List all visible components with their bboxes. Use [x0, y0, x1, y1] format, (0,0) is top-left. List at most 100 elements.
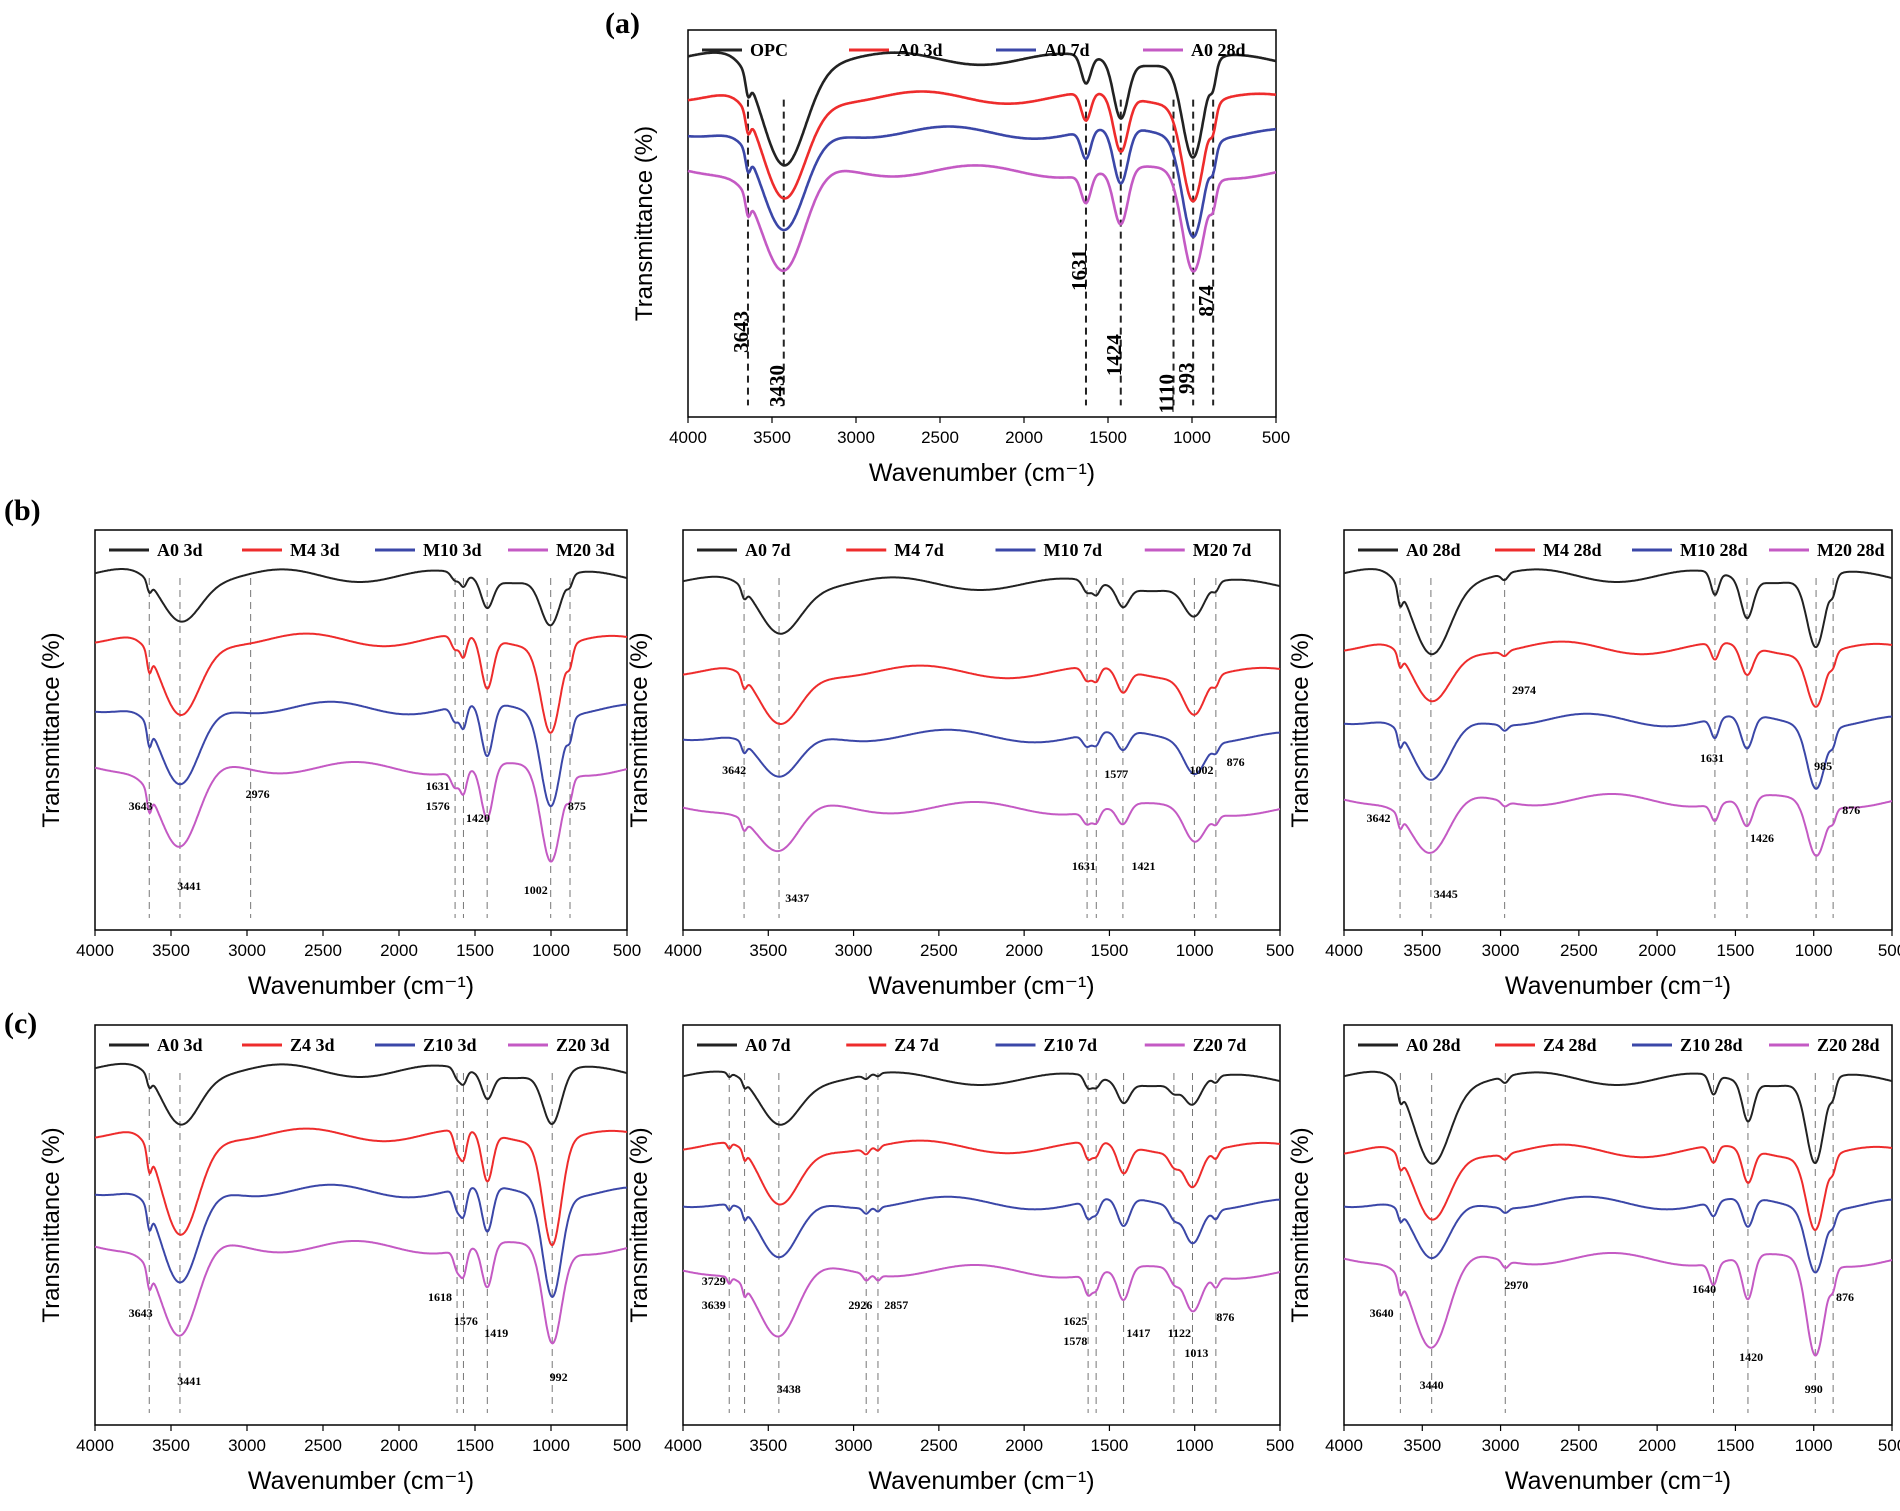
legend-label: M20 3d: [556, 540, 615, 560]
x-tick-label: 3000: [1482, 941, 1520, 960]
peak-annotation: 1013: [1184, 1346, 1208, 1360]
x-tick-label: 3000: [1482, 1436, 1520, 1455]
series-line-z4-3d: [94, 1127, 628, 1247]
series-line-a0-28d: [687, 164, 1277, 273]
peak-annotation: 1110: [1155, 374, 1179, 414]
x-tick-label: 500: [1266, 941, 1294, 960]
x-tick-label: 3500: [753, 428, 791, 447]
legend-label: Z4 3d: [290, 1035, 335, 1055]
legend-label: Z20 7d: [1193, 1035, 1247, 1055]
x-tick-label: 3000: [835, 1436, 873, 1455]
series-line-m20-3d: [94, 761, 628, 863]
peak-annotation: 1002: [524, 883, 548, 897]
peak-annotation: 1576: [426, 799, 450, 813]
peak-annotation: 1576: [454, 1314, 478, 1328]
y-axis-label: Transmittance (%): [38, 632, 65, 827]
plot-frame: [94, 529, 628, 931]
peak-annotation: 1631: [426, 779, 450, 793]
peak-annotation: 1420: [1739, 1350, 1763, 1364]
peak-annotation: 1417: [1126, 1326, 1150, 1340]
legend-label: A0 3d: [157, 540, 203, 560]
x-tick-label: 3000: [228, 941, 266, 960]
plot-frame: [94, 1024, 628, 1426]
chart-c2: 4000 3500 3000 2500 2000 1500 1000 500 Wavenumbe…: [626, 1024, 1294, 1495]
peak-annotation: 3438: [777, 1382, 801, 1396]
peak-annotation: 992: [550, 1370, 568, 1384]
peak-annotation: 2974: [1512, 683, 1536, 697]
x-tick-label: 1000: [1795, 941, 1833, 960]
series-line-a0-7d: [682, 575, 1281, 635]
x-tick-label: 4000: [1325, 1436, 1363, 1455]
x-tick-label: 2000: [1005, 941, 1043, 960]
peak-annotation: 1419: [484, 1326, 508, 1340]
panel-label-c: (c): [4, 1007, 37, 1040]
legend-label: A0 7d: [745, 1035, 791, 1055]
x-tick-label: 4000: [669, 428, 707, 447]
x-tick-label: 1500: [1717, 941, 1755, 960]
x-tick-label: 500: [1262, 428, 1290, 447]
x-axis-label: Wavenumber (cm⁻¹): [869, 459, 1095, 487]
x-tick-label: 3500: [152, 1436, 190, 1455]
x-tick-label: 2000: [1638, 1436, 1676, 1455]
series-line-a0-28d: [1343, 568, 1893, 656]
x-tick-label: 2500: [920, 1436, 958, 1455]
legend-label: A0 3d: [157, 1035, 203, 1055]
x-axis-label: Wavenumber (cm⁻¹): [1505, 972, 1731, 1000]
legend-label: A0 7d: [1044, 40, 1090, 60]
chart-a: 4000 3500 3000 2500 2000 1500 1000 500 Wavenumbe…: [631, 29, 1290, 487]
peak-annotation: 1122: [1168, 1326, 1191, 1340]
series-line-m10-7d: [682, 728, 1281, 778]
series-line-m4-28d: [1343, 640, 1893, 708]
peak-annotation: 3640: [1370, 1306, 1394, 1320]
legend-label: A0 28d: [1406, 540, 1461, 560]
x-tick-label: 2500: [304, 1436, 342, 1455]
peak-annotation: 1625: [1063, 1314, 1087, 1328]
series-line-a0-3d: [94, 1062, 628, 1126]
x-axis-label: Wavenumber (cm⁻¹): [248, 1467, 474, 1495]
legend-label: M4 7d: [894, 540, 944, 560]
series-line-z4-7d: [682, 1139, 1281, 1206]
x-axis-label: Wavenumber (cm⁻¹): [1505, 1467, 1731, 1495]
peak-annotation: 1424: [1102, 334, 1126, 377]
peak-annotation: 3639: [702, 1298, 726, 1312]
peak-annotation: 1577: [1104, 767, 1128, 781]
x-tick-label: 500: [613, 1436, 641, 1455]
x-tick-label: 4000: [664, 1436, 702, 1455]
x-axis-label: Wavenumber (cm⁻¹): [868, 972, 1094, 1000]
peak-annotation: 993: [1174, 363, 1198, 395]
chart-b2: 4000 3500 3000 2500 2000 1500 1000 500 Wavenumbe…: [626, 529, 1294, 1000]
series-line-z10-7d: [682, 1195, 1281, 1259]
legend-label: Z20 28d: [1817, 1035, 1880, 1055]
peak-annotation: 3642: [722, 763, 746, 777]
peak-annotation: 2970: [1504, 1278, 1528, 1292]
peak-annotation: 1631: [1072, 859, 1096, 873]
series-line-a0-7d: [682, 1070, 1281, 1126]
peak-annotation: 1631: [1067, 249, 1091, 291]
x-tick-label: 1500: [1717, 1436, 1755, 1455]
series-line-z10-3d: [94, 1183, 628, 1298]
peak-annotation: 2857: [884, 1298, 908, 1312]
series-line-m4-7d: [682, 664, 1281, 725]
x-tick-label: 2000: [380, 1436, 418, 1455]
peak-annotation: 1426: [1750, 831, 1774, 845]
x-tick-label: 500: [1266, 1436, 1294, 1455]
legend-label: M20 28d: [1817, 540, 1885, 560]
peak-annotation: 3440: [1420, 1378, 1444, 1392]
peak-annotation: 2976: [246, 787, 270, 801]
peak-annotation: 876: [1227, 755, 1245, 769]
legend-label: A0 7d: [745, 540, 791, 560]
series-line-z4-28d: [1343, 1143, 1893, 1232]
x-tick-label: 1000: [1176, 941, 1214, 960]
x-tick-label: 4000: [76, 1436, 114, 1455]
legend-label: M10 3d: [423, 540, 482, 560]
x-tick-label: 4000: [1325, 941, 1363, 960]
peak-annotation: 3643: [129, 1306, 153, 1320]
series-line-m20-7d: [682, 801, 1281, 853]
x-tick-label: 2500: [1560, 1436, 1598, 1455]
series-line-z20-3d: [94, 1240, 628, 1345]
x-tick-label: 1500: [1091, 941, 1129, 960]
legend-label: M4 3d: [290, 540, 340, 560]
peak-annotation: 2926: [848, 1298, 872, 1312]
series-line-a0-3d: [94, 568, 628, 627]
legend-label: M10 28d: [1680, 540, 1748, 560]
